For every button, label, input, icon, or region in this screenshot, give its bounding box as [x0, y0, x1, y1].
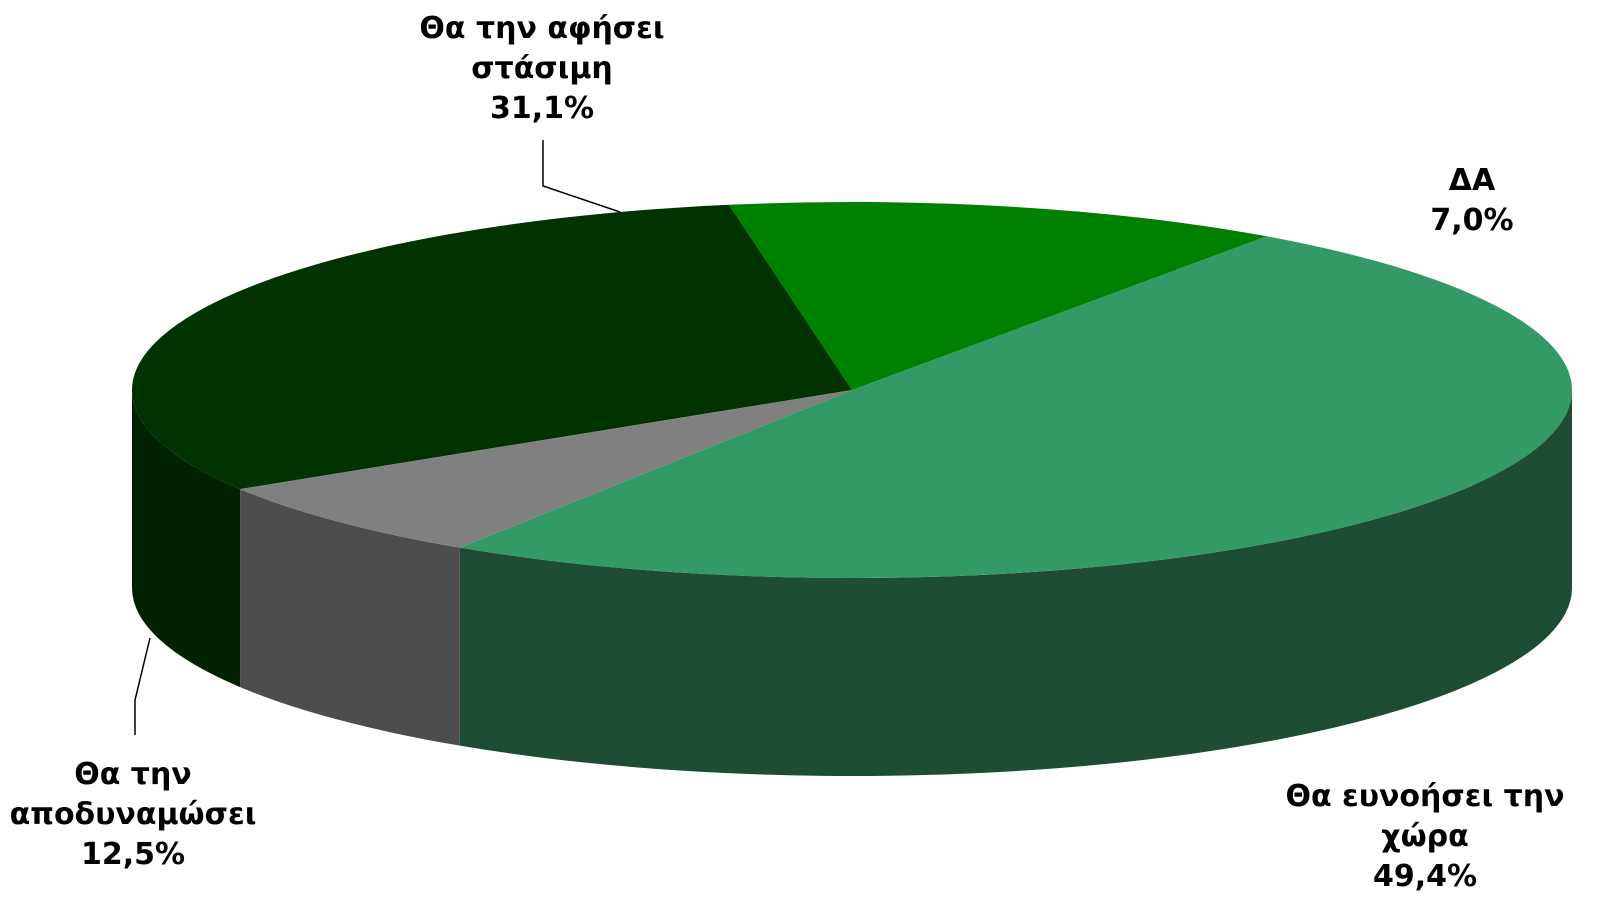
- pie-side-3: [240, 489, 460, 746]
- pie-slice-0: [459, 236, 1572, 578]
- pie-slice-1: [728, 202, 1267, 390]
- slice-value-label-0: 49,4%: [1373, 859, 1477, 894]
- slice-category-label-2: στάσιμη: [471, 51, 613, 86]
- pie-side-0: [459, 390, 1573, 776]
- slice-category-label-0: χώρα: [1381, 819, 1469, 854]
- slice-category-label-0: Θα ευνοήσει την: [1285, 779, 1564, 814]
- leader-lines: [134, 140, 621, 735]
- slice-value-label-1: 12,5%: [81, 837, 185, 872]
- pie-slice-2: [132, 204, 853, 490]
- slice-value-label-2: 31,1%: [490, 91, 594, 126]
- leader-line-1: [134, 637, 151, 735]
- pie-sides: [132, 390, 1573, 776]
- slice-category-label-1: Θα την: [74, 757, 192, 792]
- slice-category-label-1: αποδυναμώσει: [10, 797, 257, 832]
- pie-side-2: [132, 390, 241, 688]
- slice-category-label-2: Θα την αφήσει: [419, 11, 664, 46]
- pie-tops: [132, 202, 1572, 578]
- leader-line-2: [542, 140, 621, 213]
- slice-labels: Θα ευνοήσει την χώρα 49,4% Θα την αποδυναμώσ…: [10, 11, 1565, 894]
- slice-category-label-3: ΔΑ: [1449, 163, 1496, 198]
- pie-slice-3: [240, 390, 852, 548]
- slice-value-label-3: 7,0%: [1430, 203, 1513, 238]
